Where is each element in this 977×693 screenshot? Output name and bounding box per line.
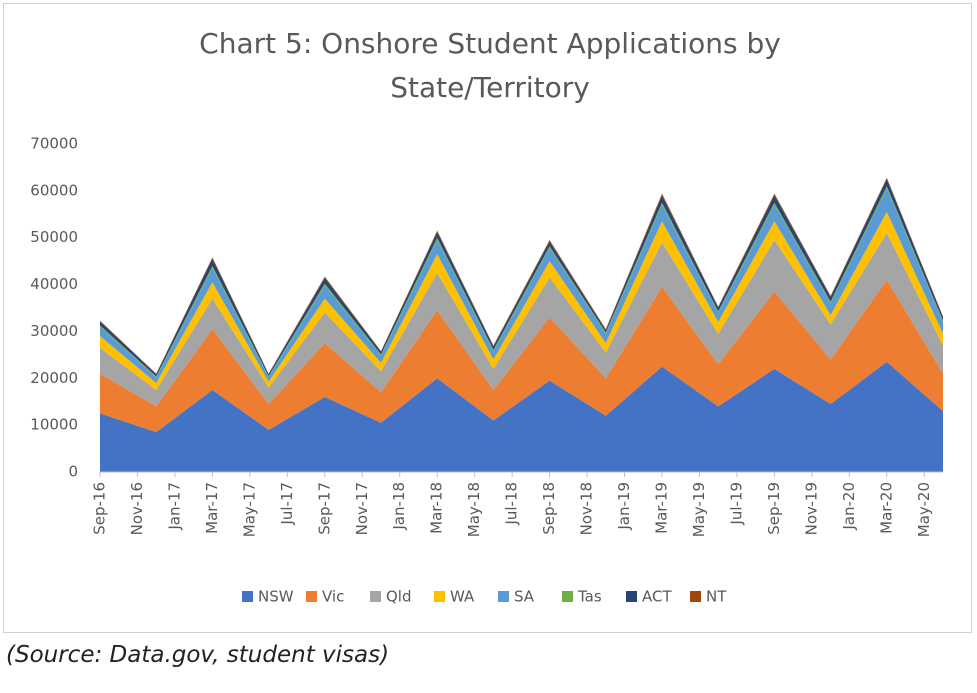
- x-tick-label: Jul-17: [278, 482, 296, 526]
- legend-label: SA: [514, 588, 535, 606]
- x-tick-label: Jan-19: [615, 482, 633, 531]
- x-tick-label: May-20: [915, 482, 933, 537]
- x-tick-label: Mar-20: [877, 482, 895, 534]
- legend-swatch: [562, 591, 573, 602]
- x-tick-label: Jan-20: [840, 482, 858, 531]
- x-tick-label: Jan-18: [390, 482, 408, 531]
- chart-title: Chart 5: Onshore Student Applications by…: [199, 27, 781, 104]
- legend-label: Vic: [322, 588, 344, 606]
- chart: 0 10000 20000 30000 40000 50000 60000 70000 Sep-…: [30, 135, 943, 606]
- x-tick-label: Mar-18: [428, 482, 446, 534]
- x-tick-label: Sep-18: [540, 482, 558, 535]
- y-tick-label: 70000: [30, 135, 78, 153]
- x-tick-label: Sep-16: [91, 482, 109, 535]
- legend-label: ACT: [642, 588, 672, 606]
- legend-swatch: [306, 591, 317, 602]
- x-tick-label: Mar-17: [203, 482, 221, 534]
- chart-frame: [3, 3, 972, 633]
- y-tick-label: 60000: [30, 181, 78, 199]
- x-tick-label: Jan-17: [165, 482, 183, 531]
- x-tick-label: Nov-19: [802, 482, 820, 535]
- legend-swatch: [434, 591, 445, 602]
- legend-label: NT: [706, 588, 727, 606]
- x-tick-label: Sep-19: [765, 482, 783, 535]
- legend-label: Qld: [386, 588, 412, 606]
- legend-label: WA: [450, 588, 475, 606]
- x-tick-label: Jul-18: [503, 482, 521, 526]
- y-tick-label: 0: [68, 463, 78, 481]
- legend-swatch: [626, 591, 637, 602]
- legend-swatch: [498, 591, 509, 602]
- legend-swatch: [370, 591, 381, 602]
- legend-label: NSW: [258, 588, 294, 606]
- x-tick-label: Nov-17: [353, 482, 371, 535]
- x-tick-label: May-19: [690, 482, 708, 537]
- x-tick-label: Nov-16: [128, 482, 146, 535]
- y-tick-label: 20000: [30, 369, 78, 387]
- legend-label: Tas: [577, 588, 602, 606]
- y-tick-label: 40000: [30, 275, 78, 293]
- x-tick-label: Sep-17: [315, 482, 333, 535]
- source-note: (Source: Data.gov, student visas): [6, 642, 390, 668]
- legend-swatch: [242, 591, 253, 602]
- x-tick-label: Jul-19: [727, 482, 745, 526]
- y-tick-label: 50000: [30, 228, 78, 246]
- legend-swatch: [690, 591, 701, 602]
- area: [100, 279, 943, 433]
- x-tick-label: May-17: [240, 482, 258, 537]
- x-tick-label: May-18: [465, 482, 483, 537]
- y-tick-label: 10000: [30, 416, 78, 434]
- x-tick-label: Nov-18: [578, 482, 596, 535]
- x-tick-label: Mar-19: [653, 482, 671, 534]
- area: [100, 361, 943, 472]
- y-tick-label: 30000: [30, 322, 78, 340]
